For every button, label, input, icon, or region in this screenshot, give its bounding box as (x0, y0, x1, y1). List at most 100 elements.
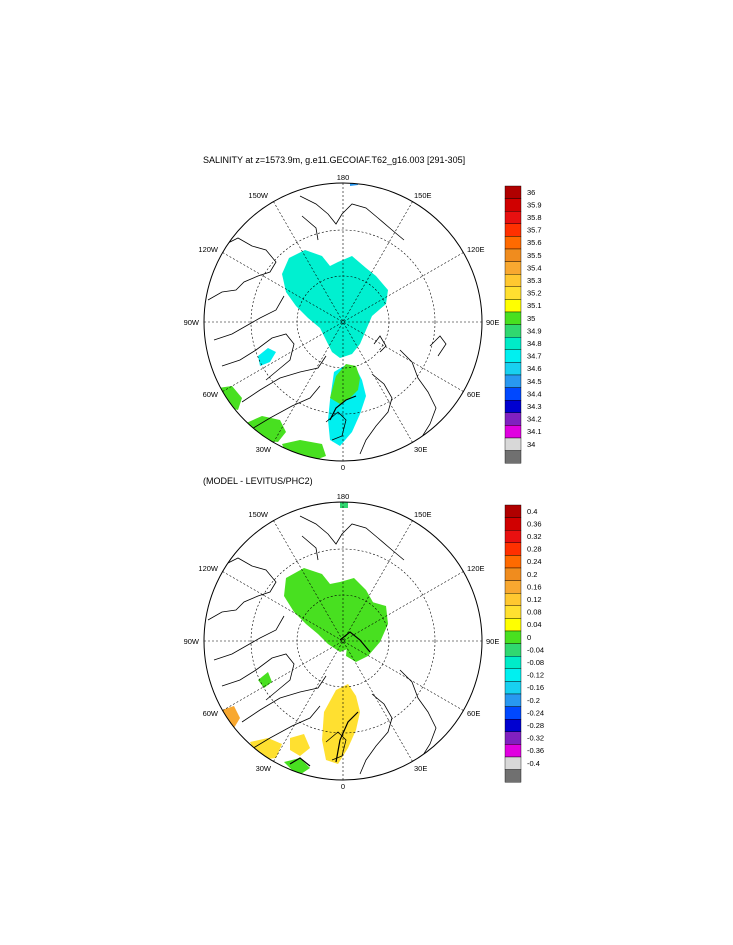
map1-colorbar-swatch-0 (504, 185, 522, 199)
map1-region-baffin-patch (258, 348, 276, 366)
map2-colorbar-tick-label-4: 0.24 (527, 557, 542, 566)
map2-region-orange (222, 706, 240, 728)
map1-region-irminger-green (244, 416, 286, 442)
map1-colorbar-swatch-15 (504, 374, 522, 388)
map1-colorbar-swatch-21 (504, 450, 522, 464)
map1-contour (329, 395, 357, 421)
map2-lon-90w: 90W (184, 637, 200, 646)
map2-lon-30e: 30E (414, 764, 427, 773)
map2-colorbar-swatch-13 (504, 668, 522, 682)
map1-colorbar-swatch-4 (504, 236, 522, 250)
map2-colorbar-swatch-19 (504, 744, 522, 758)
map1-frame (203, 182, 483, 462)
map2-lon-60w: 60W (203, 709, 219, 718)
map1-colorbar-swatch-2 (504, 210, 522, 224)
map2-colorbar-tick-label-17: -0.28 (527, 721, 544, 730)
map2-colorbar: 0.4 0.36 0.32 0.28 0.24 0.2 0.16 0.12 0.08 0.04 0 -… (504, 504, 544, 783)
map2-colorbar-tick-label-16: -0.24 (527, 708, 544, 717)
map1-lon-30e: 30E (414, 445, 427, 454)
map2-title: (MODEL - LEVITUS/PHC2) (203, 476, 313, 486)
map1-colorbar-tick-label-5: 35.5 (527, 251, 542, 260)
map2-colorbar-tick-label-15: -0.2 (527, 696, 540, 705)
map1-colorbar-tick-label-18: 34.2 (527, 415, 542, 424)
map1-colorbar-swatch-1 (504, 198, 522, 212)
map1-colorbar-tick-label-4: 35.6 (527, 238, 542, 247)
map2-colorbar-swatch-15 (504, 693, 522, 707)
map2-region-yellow-mid (290, 734, 310, 756)
map1-colorbar-tick-label-13: 34.7 (527, 352, 542, 361)
map2-colorbar-tick-label-18: -0.32 (527, 734, 544, 743)
map2: 180 0 90W 90E 150W 120W 150E 120E 60W 30… (184, 492, 545, 791)
map2-lon-90e: 90E (486, 637, 499, 646)
map2-contour-c (289, 757, 311, 767)
map2-lon-0: 0 (341, 782, 345, 791)
map2-colorbar-swatch-7 (504, 593, 522, 607)
map1-colorbar-tick-label-9: 35.1 (527, 301, 542, 310)
map1-colorbar-tick-label-19: 34.1 (527, 427, 542, 436)
map1-colorbar-tick-label-8: 35.2 (527, 289, 542, 298)
map2-colorbar-swatch-3 (504, 542, 522, 556)
map1-colorbar-swatch-12 (504, 337, 522, 351)
map1-colorbar-swatch-17 (504, 400, 522, 414)
map2-colorbar-tick-label-0: 0.4 (527, 507, 537, 516)
map1-colorbar-swatch-8 (504, 286, 522, 300)
map2-lon-30w: 30W (256, 764, 272, 773)
map1-colorbar-tick-label-1: 35.9 (527, 200, 542, 209)
map1-lon-90e: 90E (486, 318, 499, 327)
map2-lon-150w: 150W (248, 510, 269, 519)
map2-colorbar-tick-label-19: -0.36 (527, 746, 544, 755)
map1-colorbar-tick-label-3: 35.7 (527, 226, 542, 235)
map2-colorbar-swatch-0 (504, 504, 522, 518)
map2-colorbar-tick-label-20: -0.4 (527, 759, 540, 768)
map1-colorbar-tick-label-12: 34.8 (527, 339, 542, 348)
map1-colorbar-swatch-10 (504, 311, 522, 325)
map2-colorbar-swatch-18 (504, 731, 522, 745)
map2-colorbar-tick-label-13: -0.12 (527, 671, 544, 680)
map2-colorbar-tick-label-7: 0.12 (527, 595, 542, 604)
map1-lon-120e: 120E (467, 245, 485, 254)
map2-region-top-cyan (340, 502, 348, 508)
map2-colorbar-swatch-8 (504, 605, 522, 619)
map2-region-greenland-yellow (322, 684, 360, 764)
map2-graticule (204, 502, 482, 780)
map2-colorbar-tick-label-5: 0.2 (527, 570, 537, 579)
map1-colorbar-swatch-9 (504, 299, 522, 313)
map2-colorbar-tick-label-2: 0.32 (527, 532, 542, 541)
map1-title: SALINITY at z=1573.9m, g.e11.GECOIAF.T62… (203, 155, 466, 165)
map2-colorbar-swatch-5 (504, 567, 522, 581)
map1-colorbar-tick-label-10: 35 (527, 314, 535, 323)
map2-region-green-left (258, 672, 272, 688)
map2-colorbar-tick-label-8: 0.08 (527, 608, 542, 617)
map2-colorbar-swatch-6 (504, 580, 522, 594)
map1-lon-150w: 150W (248, 191, 269, 200)
map2-colorbar-tick-label-1: 0.36 (527, 519, 542, 528)
map1-colorbar-swatch-5 (504, 248, 522, 262)
map1-lon-180: 180 (337, 173, 350, 182)
map2-lon-150e: 150E (414, 510, 432, 519)
map1-colorbar-swatch-6 (504, 261, 522, 275)
map1-lon-60e: 60E (467, 390, 480, 399)
map1-colorbar-swatch-18 (504, 412, 522, 426)
map2-colorbar-swatch-9 (504, 618, 522, 632)
map2-colorbar-tick-label-12: -0.08 (527, 658, 544, 667)
map2-coastlines (207, 515, 437, 775)
map2-colorbar-tick-label-9: 0.04 (527, 620, 542, 629)
map1-lon-30w: 30W (256, 445, 272, 454)
map1-colorbar-tick-label-7: 35.3 (527, 276, 542, 285)
map1-region-arctic-basin (282, 250, 388, 358)
map1-fill (207, 183, 447, 461)
map1-lon-120w: 120W (198, 245, 219, 254)
map1-colorbar-swatch-20 (504, 437, 522, 451)
map1-colorbar-tick-label-11: 34.9 (527, 326, 542, 335)
map1-colorbar: 36 35.9 35.8 35.7 35.6 35.5 35.4 35.3 35.2 35.1 35… (504, 185, 542, 464)
map1: 180 0 90W 90E 150W 120W 150E 120E 60W 30… (184, 173, 542, 472)
map1-colorbar-tick-label-15: 34.5 (527, 377, 542, 386)
map1-colorbar-swatch-13 (504, 349, 522, 363)
map1-colorbar-swatch-11 (504, 324, 522, 338)
map1-colorbar-tick-label-14: 34.6 (527, 364, 542, 373)
map2-contour-a (339, 631, 371, 653)
map2-lon-120w: 120W (198, 564, 219, 573)
map1-colorbar-tick-label-16: 34.4 (527, 389, 542, 398)
map1-lon-90w: 90W (184, 318, 200, 327)
